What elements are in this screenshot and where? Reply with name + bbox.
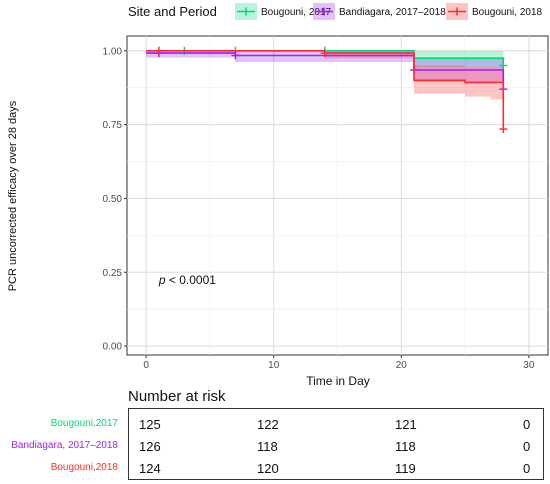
y-tick-label: 0.50 — [103, 194, 123, 205]
y-tick-label: 1.00 — [103, 46, 123, 57]
risk-cell: 121 — [395, 417, 417, 432]
x-axis-label: Time in Day — [306, 374, 370, 388]
plot-panel: 0 10 20 30 0.00 0.25 0.50 0.75 1.00 p < 0.0001 — [103, 35, 549, 371]
x-tick-label: 30 — [523, 360, 535, 371]
risk-cell: 0 — [523, 461, 531, 476]
y-tick-label: 0.25 — [103, 268, 123, 279]
risk-cell: 125 — [139, 417, 161, 432]
risk-row-label: Bougouni,2017 — [50, 418, 118, 429]
risk-cell: 126 — [139, 439, 161, 454]
risk-cell: 0 — [523, 439, 531, 454]
y-axis-label: PCR uncorrected efficacy over 28 days — [7, 100, 19, 291]
risk-cell: 119 — [395, 461, 416, 476]
legend-label-2: Bougouni, 2018 — [472, 7, 543, 18]
risk-cell: 0 — [523, 417, 531, 432]
x-tick-label: 0 — [143, 360, 149, 371]
legend-label-0: Bougouni, 2017 — [261, 7, 332, 18]
p-value-annotation: p < 0.0001 — [158, 273, 216, 287]
legend: Site and Period Bougouni, 2017 Bandiagara… — [128, 3, 543, 20]
risk-cell: 118 — [257, 439, 278, 454]
legend-label-1: Bandiagara, 2017–2018 — [339, 7, 446, 18]
risk-table-panel: 125 122 121 0 126 118 118 0 124 120 119 0 — [128, 408, 544, 480]
risk-row-label: Bandiagara, 2017–2018 — [11, 440, 118, 451]
risk-cell: 124 — [139, 461, 161, 476]
x-tick-label: 20 — [396, 360, 408, 371]
legend-title: Site and Period — [128, 4, 217, 19]
y-tick-label: 0.75 — [103, 120, 123, 131]
risk-cell: 122 — [257, 417, 279, 432]
y-tick-label: 0.00 — [103, 342, 123, 353]
x-tick-label: 10 — [268, 360, 280, 371]
risk-table-title: Number at risk — [128, 388, 226, 405]
risk-cell: 120 — [257, 461, 279, 476]
risk-row-label: Bougouni,2018 — [50, 462, 118, 473]
risk-cell: 118 — [395, 439, 416, 454]
